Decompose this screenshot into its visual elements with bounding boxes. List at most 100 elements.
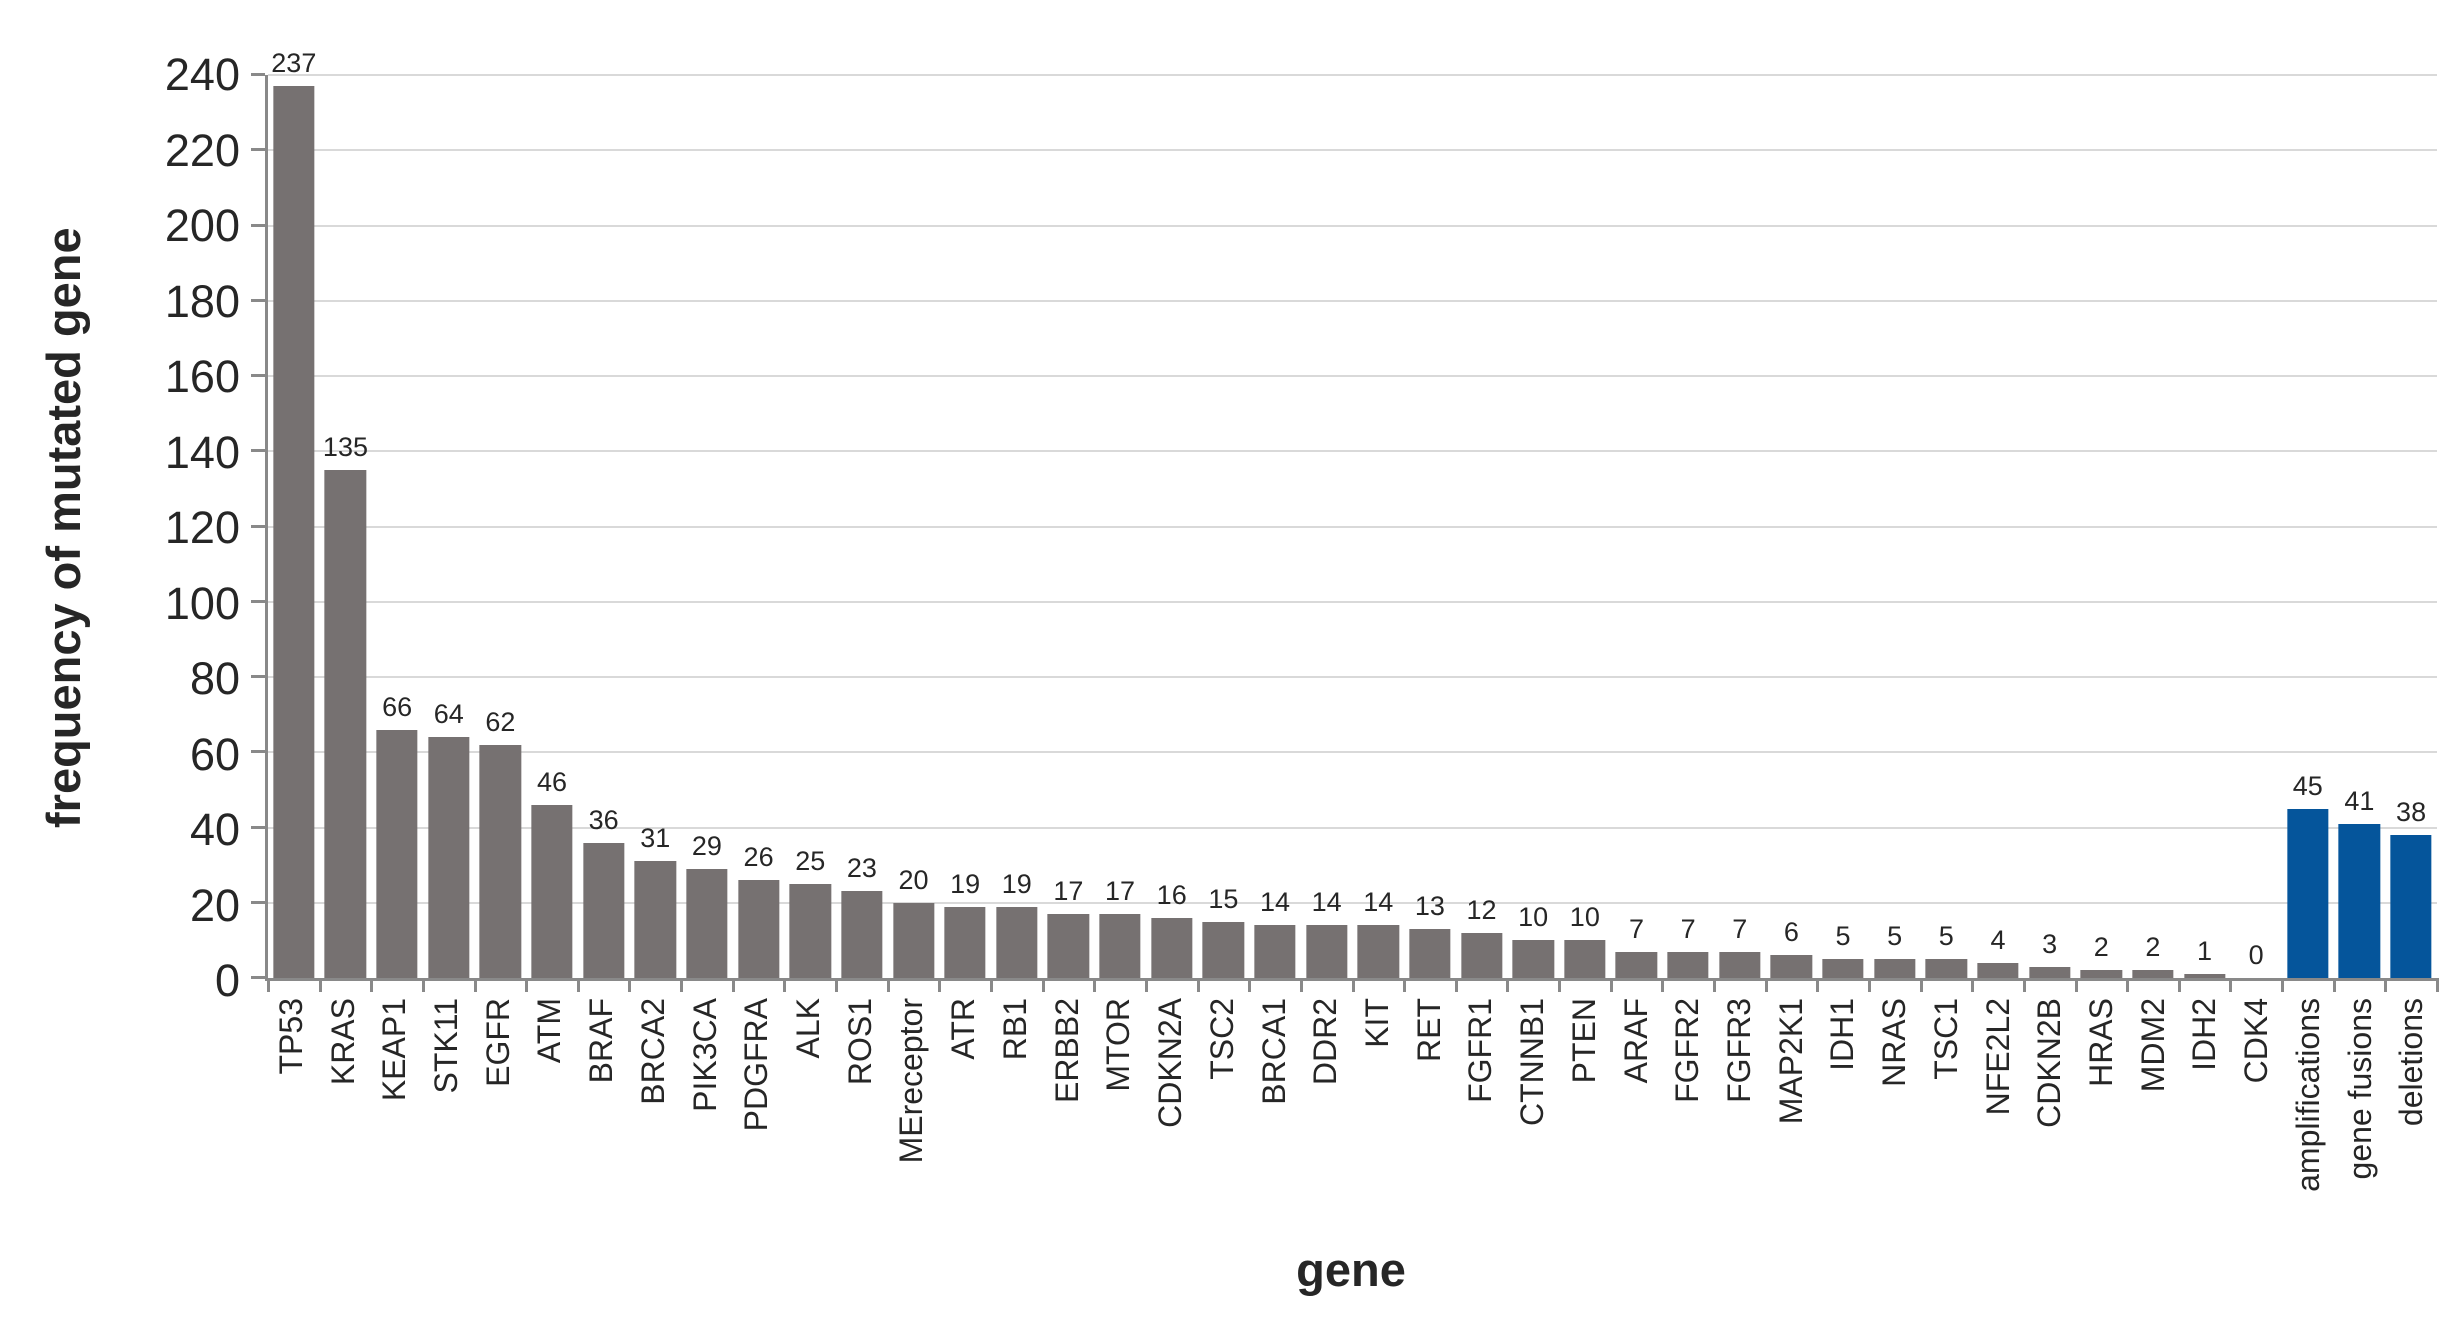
bar-value-label: 14 [1363, 887, 1394, 918]
y-axis-tick-label: 140 [164, 426, 240, 478]
x-axis-tick [1919, 978, 1923, 992]
bar-value-label: 16 [1156, 879, 1187, 910]
bar-value-label: 10 [1569, 902, 1600, 933]
x-label-cell: amplifications [2282, 998, 2334, 1268]
y-axis-tick-label: 40 [189, 804, 240, 856]
x-label-cell: TP53 [265, 998, 317, 1268]
x-label-cell: NRAS [1868, 998, 1920, 1268]
bar-slot: 5 [1921, 75, 1973, 978]
bars: 237 135 66 64 62 46 36 31 29 26 25 23 20 19 19 17 17 16 15… [268, 48, 2437, 978]
x-axis-tick [938, 978, 942, 992]
y-axis-tick [251, 374, 265, 378]
x-axis-tick-label: amplifications [2289, 998, 2326, 1192]
x-label-cell: ARAF [1610, 998, 1662, 1268]
x-label-cell: KEAP1 [368, 998, 420, 1268]
x-axis-tick-label: HRAS [2083, 998, 2120, 1087]
x-axis-tick [2022, 978, 2026, 992]
x-label-cell: CTNNB1 [1506, 998, 1558, 1268]
x-axis-tick-label: MTOR [1100, 998, 1137, 1092]
x-axis-tick-label: TSC1 [1927, 998, 1964, 1080]
x-axis-tick [628, 978, 632, 992]
x-axis-tick-label: NRAS [1876, 998, 1913, 1087]
bar [1874, 959, 1916, 978]
bar [686, 868, 728, 978]
bar-value-label: 3 [2042, 928, 2058, 959]
bar-value-label: 25 [795, 845, 826, 876]
bar-value-label: 23 [846, 853, 877, 884]
y-axis-tick-label: 240 [164, 49, 240, 100]
bar-value-label: 0 [2248, 940, 2264, 970]
bar-slot: 1 [2179, 75, 2231, 978]
x-axis-tick-label: STK11 [428, 998, 465, 1094]
y-axis-tick [251, 825, 265, 829]
x-label-cell: HRAS [2075, 998, 2127, 1268]
x-axis-tick [2332, 978, 2336, 992]
y-axis-tick-label: 200 [164, 200, 240, 251]
bar-value-label: 17 [1053, 876, 1084, 907]
bar-slot: 5 [1817, 75, 1869, 978]
bar-value-label: 19 [950, 868, 981, 899]
bar-value-label: 7 [1680, 913, 1696, 944]
bar-slot: 41 [2334, 75, 2386, 978]
x-axis-tick [1403, 978, 1407, 992]
x-axis-tick [370, 978, 374, 992]
bar [428, 737, 470, 978]
bar [531, 804, 573, 978]
y-axis-tick-labels: 0 20 40 60 80 100 120 140 160 180 200 220 240 [0, 52, 240, 1003]
bar-value-label: 29 [691, 830, 722, 861]
bar-value-label: 31 [640, 823, 671, 854]
x-label-cell: EGFR [472, 998, 524, 1268]
x-axis-tick [1764, 978, 1768, 992]
x-label-cell: RB1 [989, 998, 1041, 1268]
bar [789, 883, 831, 978]
x-label-cell: ROS1 [834, 998, 886, 1268]
x-axis-tick [576, 978, 580, 992]
x-axis-tick [1454, 978, 1458, 992]
bar [479, 744, 522, 978]
gridline [268, 525, 2437, 528]
x-label-cell: DDR2 [1299, 998, 1351, 1268]
bar-value-label: 19 [1001, 868, 1032, 899]
x-label-cell: BRCA1 [1248, 998, 1300, 1268]
bar-value-label: 17 [1105, 876, 1136, 907]
y-axis-tick [251, 148, 265, 152]
y-axis-tick [251, 449, 265, 453]
x-axis-tick-label: EGFR [479, 998, 516, 1087]
bar-value-label: 6 [1783, 917, 1799, 948]
bar [2390, 835, 2432, 978]
y-axis-tick-label: 220 [164, 124, 240, 176]
bar-value-label: 1 [2197, 936, 2213, 967]
bar-slot: 4 [1972, 75, 2024, 978]
bar [892, 902, 935, 978]
x-label-cell: ATM [524, 998, 576, 1268]
x-label-cell: FGFR3 [1713, 998, 1765, 1268]
bar [1460, 932, 1503, 978]
x-axis-tick-label: IDH2 [2186, 998, 2223, 1071]
bar-slot: 237 [268, 48, 320, 978]
y-axis-tick-label: 100 [164, 577, 240, 629]
x-axis-tick [1144, 978, 1148, 992]
x-axis-tick [1816, 978, 1820, 992]
x-axis-tick [835, 978, 839, 992]
x-axis-tick [2384, 978, 2388, 992]
x-axis-tick-label: ALK [790, 998, 827, 1059]
bar-value-label: 45 [2292, 770, 2323, 801]
x-label-cell: ALK [782, 998, 834, 1268]
x-axis-tick-label: PTEN [1565, 998, 1602, 1084]
bar-slot: 14 [1352, 75, 1404, 978]
x-label-cell: CDKN2A [1144, 998, 1196, 1268]
bar-slot: 3 [2024, 75, 2076, 978]
y-axis-tick [251, 900, 265, 904]
x-axis-tick-label: BRCA2 [634, 998, 671, 1105]
x-axis-tick [1971, 978, 1975, 992]
x-axis-tick [1558, 978, 1562, 992]
x-axis-tick-label: IDH1 [1824, 998, 1861, 1071]
bar [324, 470, 367, 978]
x-axis-tick-label: MAP2K1 [1772, 998, 1809, 1125]
x-axis-tick-label: DDR2 [1307, 998, 1344, 1086]
bar-slot: 13 [1404, 75, 1456, 978]
bar [841, 891, 883, 978]
x-axis-tick [2177, 978, 2181, 992]
y-axis-tick-label: 120 [164, 502, 240, 553]
x-axis-tick-label: CDK4 [2238, 998, 2275, 1084]
